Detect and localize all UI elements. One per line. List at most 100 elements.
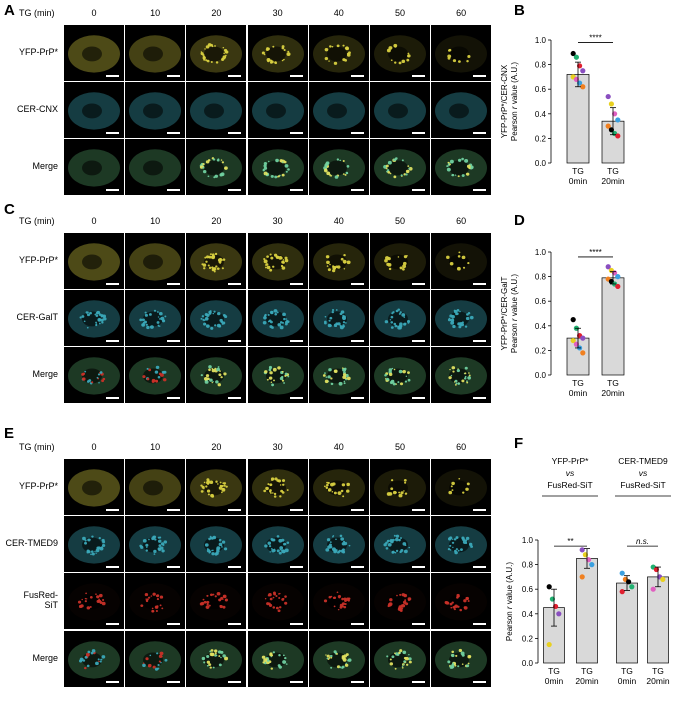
micrograph-image bbox=[77, 592, 106, 610]
error-bar bbox=[610, 107, 616, 136]
category-label: TG bbox=[548, 666, 560, 676]
micrograph-tile bbox=[186, 233, 247, 289]
scale-bar bbox=[167, 397, 181, 400]
micrograph-tile bbox=[308, 139, 369, 196]
micrograph-image bbox=[68, 357, 120, 395]
micrograph-tile bbox=[308, 290, 369, 347]
y-tick-label: 0.6 bbox=[522, 585, 534, 594]
micrograph-image bbox=[190, 300, 243, 338]
group-title: vs bbox=[566, 468, 575, 478]
bar bbox=[647, 576, 669, 664]
micrograph-tile bbox=[431, 25, 492, 81]
micrograph-tile bbox=[186, 139, 247, 196]
y-tick-label: 0.2 bbox=[535, 134, 547, 143]
chart-b: 0.0 0.2 0.4 0.6 0.8 1.0 YFP-PrP*/CER-CNX Pearso… bbox=[500, 33, 625, 186]
channel-label: Merge bbox=[32, 161, 58, 172]
channel-label: YFP-PrP* bbox=[18, 481, 58, 491]
y-tick-label: 0.6 bbox=[535, 297, 547, 306]
panel-label-a: A bbox=[4, 2, 15, 19]
category-label: 20min bbox=[601, 176, 624, 186]
micrograph-tile bbox=[370, 290, 430, 347]
category-label: TG bbox=[572, 166, 584, 176]
micrograph-tile bbox=[308, 347, 369, 404]
category-label: 0min bbox=[618, 676, 637, 686]
scale-bar bbox=[350, 340, 364, 343]
micrograph-image bbox=[190, 149, 243, 187]
timepoint-label: 20 bbox=[211, 8, 222, 18]
scale-bar bbox=[350, 189, 364, 192]
micrograph-image bbox=[251, 35, 304, 73]
micrograph-image bbox=[312, 300, 365, 338]
scale-bar bbox=[167, 132, 181, 135]
scale-bar bbox=[473, 283, 487, 285]
micrograph-tile bbox=[186, 516, 247, 573]
y-axis-label: Pearson r value (A.U.) bbox=[510, 274, 519, 353]
timepoint-label: 30 bbox=[272, 216, 283, 226]
micrograph-tile bbox=[125, 139, 186, 196]
scale-bar bbox=[106, 132, 119, 135]
micrograph-image bbox=[435, 35, 488, 73]
data-point bbox=[570, 337, 576, 344]
micrograph-image bbox=[312, 526, 365, 564]
micrograph-tile bbox=[370, 139, 430, 196]
micrograph-tile bbox=[431, 630, 492, 687]
scale-bar bbox=[350, 75, 364, 77]
data-point bbox=[556, 611, 562, 617]
micrograph-tile bbox=[370, 25, 430, 81]
timepoint-label: 10 bbox=[150, 216, 161, 226]
scale-bar bbox=[167, 340, 181, 343]
data-point bbox=[615, 117, 621, 123]
bar bbox=[566, 74, 590, 164]
micrograph-image bbox=[251, 243, 304, 281]
micrograph-tile bbox=[431, 516, 492, 573]
micrograph-tile bbox=[125, 233, 186, 289]
scale-bar bbox=[412, 283, 425, 285]
y-axis-label: YFP-PrP*/CER-GalT bbox=[500, 277, 509, 351]
scale-bar bbox=[473, 566, 487, 569]
scale-bar bbox=[228, 566, 242, 569]
micrograph-tile bbox=[125, 25, 186, 81]
scale-bar bbox=[106, 509, 119, 511]
error-bar bbox=[575, 327, 581, 349]
micrograph-tile bbox=[125, 347, 186, 404]
micrograph-image bbox=[374, 92, 426, 130]
y-tick-label: 0.0 bbox=[522, 659, 534, 668]
bar bbox=[576, 558, 598, 664]
micrograph-image bbox=[435, 300, 488, 338]
timepoint-label: 50 bbox=[394, 442, 405, 452]
category-label: TG bbox=[621, 666, 633, 676]
micrograph-image bbox=[190, 92, 243, 130]
y-tick-label: 1.0 bbox=[535, 36, 547, 45]
micrograph-tile bbox=[64, 82, 124, 139]
category-label: 0min bbox=[569, 388, 588, 398]
significance-label: n.s. bbox=[636, 537, 649, 546]
scale-bar bbox=[167, 623, 181, 626]
significance-label: **** bbox=[589, 33, 601, 42]
tg-min-label: TG (min) bbox=[19, 216, 55, 226]
micrograph-tile bbox=[308, 630, 369, 687]
micrograph-image bbox=[251, 526, 304, 564]
micrograph-image bbox=[190, 357, 243, 395]
scale-bar bbox=[412, 566, 425, 569]
y-tick-label: 0.8 bbox=[522, 561, 534, 570]
micrograph-image bbox=[387, 593, 412, 613]
micrograph-image bbox=[129, 526, 182, 564]
category-label: 20min bbox=[601, 388, 624, 398]
scale-bar bbox=[289, 566, 303, 569]
scale-bar bbox=[106, 397, 119, 400]
data-point bbox=[615, 133, 621, 139]
data-point bbox=[579, 574, 585, 580]
panel-label-f: F bbox=[514, 435, 524, 452]
micrograph-tile bbox=[186, 630, 247, 687]
scale-bar bbox=[106, 75, 119, 77]
micrograph-tile bbox=[64, 516, 124, 573]
data-point bbox=[605, 264, 611, 270]
micrograph-image bbox=[129, 243, 182, 281]
micrograph-image bbox=[251, 640, 304, 679]
scale-bar bbox=[412, 132, 425, 135]
data-point bbox=[579, 547, 585, 553]
micrograph-tile bbox=[370, 573, 430, 630]
scale-bar bbox=[106, 623, 119, 626]
data-point bbox=[650, 586, 656, 592]
panel-label-d: D bbox=[514, 212, 525, 229]
